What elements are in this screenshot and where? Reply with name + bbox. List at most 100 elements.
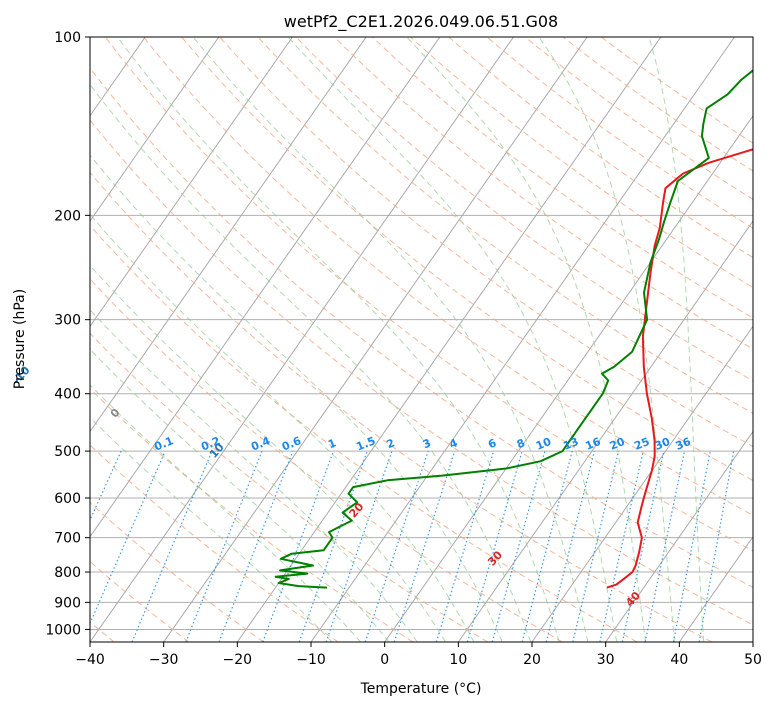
dry-adiabat-line bbox=[104, 37, 753, 552]
moist-adiabat-line bbox=[90, 213, 475, 642]
mixing-ratio-label: 2 bbox=[385, 436, 397, 451]
y-axis-label: Pressure (hPa) bbox=[12, 289, 28, 389]
dry-adiabat-line bbox=[90, 278, 563, 642]
dry-adiabat-line bbox=[257, 37, 753, 414]
y-tick-label: 100 bbox=[54, 30, 81, 46]
mixing-ratio-line bbox=[491, 450, 546, 642]
dry-adiabat-line bbox=[90, 67, 753, 588]
isotherm-line bbox=[310, 37, 735, 642]
mixing-ratio-line bbox=[325, 450, 393, 642]
isotherm-line bbox=[90, 37, 441, 538]
temperature-profile-line bbox=[606, 148, 753, 589]
mixing-ratio-line bbox=[466, 450, 523, 642]
mixing-ratio-line bbox=[131, 450, 213, 642]
x-tick-label: 40 bbox=[670, 652, 688, 668]
isotherm-line bbox=[457, 220, 753, 642]
dry-adiabat-line bbox=[524, 37, 753, 200]
sounding-profiles bbox=[274, 69, 753, 589]
moist-adiabat-line bbox=[192, 37, 589, 642]
dry-adiabat-line bbox=[90, 501, 264, 642]
mixing-ratio-label: 10 bbox=[534, 435, 553, 453]
mixing-ratio-label: 25 bbox=[632, 435, 651, 453]
moist-adiabat-line bbox=[90, 309, 418, 642]
dry-adiabat-line bbox=[486, 37, 753, 229]
mixing-ratio-line bbox=[644, 450, 686, 642]
dry-adiabat-line bbox=[143, 37, 753, 516]
x-axis-label: Temperature (°C) bbox=[360, 681, 482, 697]
isotherm-line bbox=[90, 37, 367, 433]
isotherm-line bbox=[678, 535, 753, 642]
dewpoint-profile-line bbox=[274, 69, 753, 589]
dry-adiabat-line bbox=[295, 37, 753, 382]
isotherm-line bbox=[236, 37, 662, 642]
moist-adiabat-line bbox=[90, 264, 446, 642]
isotherm-line bbox=[90, 37, 293, 328]
x-tick-label: 10 bbox=[449, 652, 467, 668]
mixing-ratio-line bbox=[672, 450, 711, 642]
mixing-ratio-line bbox=[599, 450, 644, 642]
y-tick-label: 900 bbox=[54, 595, 81, 611]
y-tick-label: 500 bbox=[54, 444, 81, 460]
plot-frame bbox=[89, 36, 754, 643]
dry-adiabat-line bbox=[600, 37, 753, 144]
x-tick-label: −40 bbox=[75, 652, 105, 668]
moist-adiabat-line bbox=[406, 37, 647, 642]
y-tick-label: 800 bbox=[54, 565, 81, 581]
dry-adiabat-line bbox=[333, 37, 753, 350]
moist-adiabat-line bbox=[90, 348, 390, 642]
dry-adiabat-line bbox=[90, 332, 488, 642]
y-axis: 100 200 300 400 500 600 700 800 900 1000 bbox=[45, 30, 90, 638]
mixing-ratio-line bbox=[521, 450, 573, 642]
y-tick-label: 300 bbox=[54, 313, 81, 329]
moist-adiabat-line bbox=[116, 37, 560, 642]
dry-adiabat-line bbox=[90, 224, 638, 642]
dry-adiabat-line bbox=[90, 119, 753, 626]
mixing-ratio-label: 36 bbox=[674, 435, 693, 453]
mixing-ratio-line bbox=[364, 450, 429, 642]
x-axis: −40 −30 −20 −10 0 10 20 30 40 50 bbox=[75, 642, 762, 668]
moist-adiabat-line bbox=[538, 37, 676, 642]
y-tick-label: 700 bbox=[54, 531, 81, 547]
moist-adiabat-line bbox=[90, 83, 532, 642]
x-tick-label: −20 bbox=[223, 652, 253, 668]
isotherm-line bbox=[90, 37, 514, 642]
isotherm-line bbox=[384, 114, 753, 642]
isotherm-line bbox=[531, 325, 753, 642]
x-tick-label: 30 bbox=[597, 652, 615, 668]
mixing-ratio-line bbox=[545, 450, 595, 642]
dry-adiabat-line bbox=[90, 171, 712, 642]
y-tick-label: 600 bbox=[54, 491, 81, 507]
mixing-ratio-line bbox=[90, 450, 166, 625]
mixing-ratio-label: 8 bbox=[515, 436, 527, 451]
dry-adiabat-line bbox=[448, 37, 753, 259]
mixing-ratio-line bbox=[698, 450, 735, 642]
chart-title: wetPf2_C2E1.2026.049.06.51.G08 bbox=[284, 12, 558, 32]
x-tick-label: −10 bbox=[296, 652, 326, 668]
mixing-ratio-label: 13 bbox=[561, 435, 580, 453]
moist-adiabat-line bbox=[648, 37, 705, 642]
isotherm-line bbox=[163, 37, 588, 642]
moist-adiabat-line bbox=[90, 384, 361, 642]
mixing-ratio-label: 3 bbox=[421, 436, 433, 451]
line-labels: 0.10.20.40.611.52346810131620253036-100-… bbox=[10, 363, 693, 609]
x-tick-label: 0 bbox=[380, 652, 389, 668]
mixing-ratio-line bbox=[621, 450, 665, 642]
mixing-ratio-label: 1 bbox=[326, 436, 338, 451]
mixing-ratio-line bbox=[298, 450, 368, 642]
y-tick-label: 200 bbox=[54, 208, 81, 224]
x-tick-label: 50 bbox=[744, 652, 762, 668]
mixing-ratio-line bbox=[435, 450, 495, 642]
isotherm-line bbox=[90, 37, 220, 222]
moist-adiabat-line bbox=[90, 154, 503, 642]
x-tick-label: 20 bbox=[523, 652, 541, 668]
y-tick-label: 400 bbox=[54, 387, 81, 403]
background-lines bbox=[90, 37, 753, 642]
isotherm-line bbox=[605, 430, 753, 642]
mixing-ratio-line bbox=[572, 450, 620, 642]
mixing-ratio-line bbox=[393, 450, 456, 642]
x-tick-label: −30 bbox=[149, 652, 179, 668]
mixing-ratio-label: 16 bbox=[583, 435, 602, 453]
y-tick-label: 1000 bbox=[45, 622, 81, 638]
